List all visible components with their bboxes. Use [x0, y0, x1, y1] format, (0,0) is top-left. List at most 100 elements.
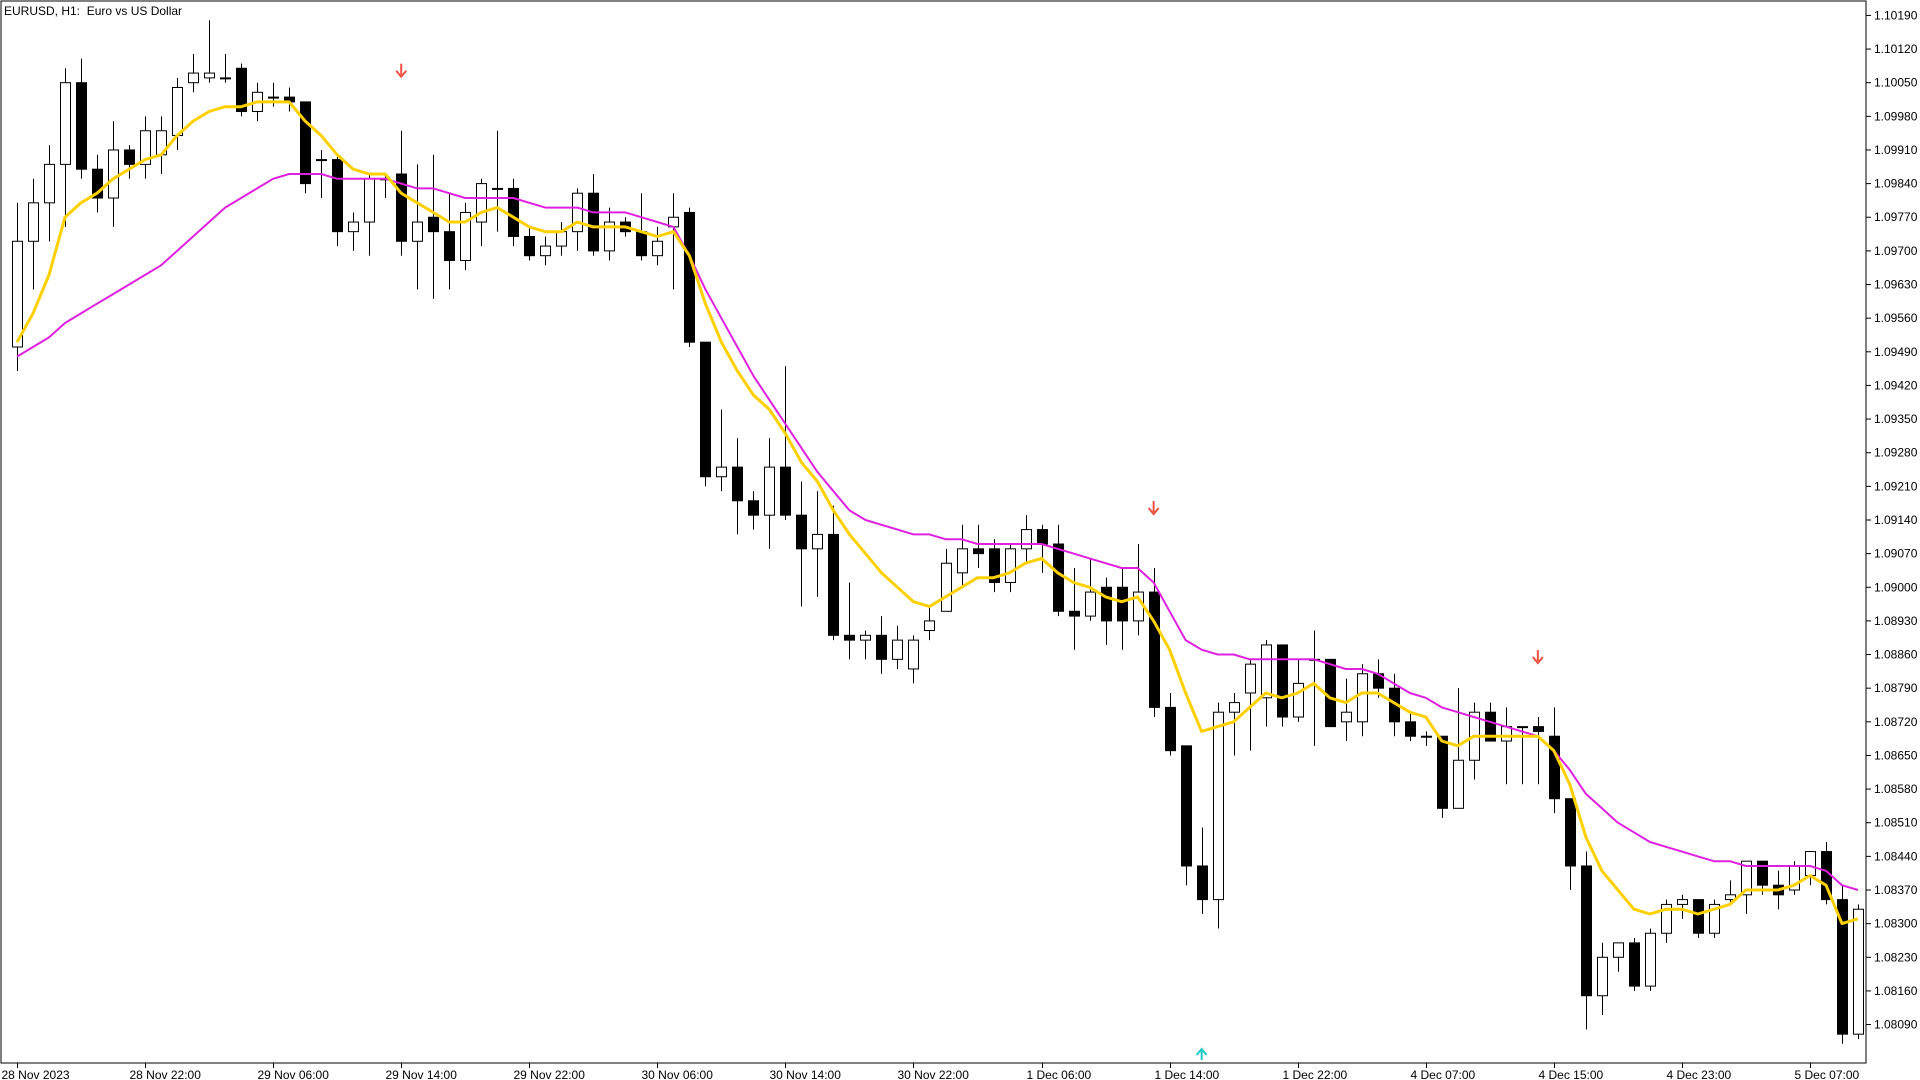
candle-body-bull [316, 159, 327, 162]
candle [748, 491, 759, 530]
time-tick-label: 1 Dec 14:00 [1155, 1068, 1220, 1080]
candle-body-bear [1069, 610, 1080, 617]
candle-body-bear [332, 159, 343, 233]
candle [1565, 798, 1576, 891]
candle-body-bull [812, 533, 823, 550]
candle-body-bear [444, 231, 455, 261]
candle [28, 178, 39, 290]
price-tick-label: 1.08720 [1874, 715, 1918, 729]
candle-body-bear [396, 173, 407, 242]
candle [204, 20, 215, 83]
candle [76, 58, 87, 179]
candle-body-bull [1661, 903, 1672, 934]
price-tick-label: 1.08580 [1874, 782, 1918, 796]
candle-body-bear [748, 500, 759, 516]
price-tick-label: 1.08230 [1874, 950, 1918, 964]
candle [412, 164, 423, 290]
price-tick-label: 1.09560 [1874, 311, 1918, 325]
candle [60, 68, 71, 227]
candle-body-bear [1149, 591, 1160, 708]
symbol-label: EURUSD, H1: [4, 4, 81, 18]
price-tick-label: 1.08510 [1874, 816, 1918, 830]
candle-body-bear [1437, 735, 1448, 809]
candle [892, 625, 903, 669]
candle-body-bear [428, 216, 439, 233]
price-tick-label: 1.09770 [1874, 210, 1918, 224]
candle-body-bull [764, 466, 775, 516]
candle [572, 188, 583, 251]
candle-body-bear [1565, 798, 1576, 867]
candle [908, 635, 919, 684]
candle-body-bull [1805, 851, 1816, 877]
candle-body-bull [460, 211, 471, 261]
candle-body-bull [1021, 529, 1032, 550]
price-tick-label: 1.09070 [1874, 547, 1918, 561]
candle-body-bear [1485, 711, 1496, 742]
candle [796, 481, 807, 607]
price-tick-label: 1.09630 [1874, 278, 1918, 292]
candle-body-bear [876, 634, 887, 660]
candle-body-bull [1709, 903, 1720, 934]
candle-body-bear [524, 235, 535, 257]
candle [1293, 659, 1304, 722]
candle-body-bear [1549, 735, 1560, 800]
buy-signal-arrow-icon [1195, 1047, 1208, 1060]
candle-body-bull [1421, 735, 1432, 738]
candle [844, 582, 855, 660]
candle [1213, 702, 1224, 929]
candle [124, 145, 135, 179]
candle-body-bull [60, 82, 71, 165]
candle-body-bear [989, 548, 1000, 583]
candle [1117, 568, 1128, 650]
candle [1197, 827, 1208, 915]
candle [492, 130, 503, 232]
candle-body-bear [1757, 860, 1768, 886]
candle-body-bull [908, 639, 919, 670]
price-tick-label: 1.09000 [1874, 580, 1918, 594]
candle [828, 505, 839, 641]
candle [812, 491, 823, 597]
candle-body-bull [204, 72, 215, 79]
candle [508, 178, 519, 247]
candle [1437, 735, 1448, 818]
candle [860, 630, 871, 660]
price-tick-label: 1.08370 [1874, 883, 1918, 897]
price-tick-label: 1.10050 [1874, 76, 1918, 90]
price-axis[interactable]: 1.10190 1.10120 1.10050 1.09980 1.09910 1.098… [1866, 8, 1918, 1032]
time-tick-label: 30 Nov 06:00 [642, 1068, 714, 1080]
time-tick-label: 5 Dec 07:00 [1795, 1068, 1860, 1080]
candle-body-bull [492, 187, 503, 190]
time-tick-label: 4 Dec 15:00 [1539, 1068, 1604, 1080]
time-tick-label: 1 Dec 06:00 [1027, 1068, 1092, 1080]
price-tick-label: 1.08930 [1874, 614, 1918, 628]
price-tick-label: 1.09910 [1874, 143, 1918, 157]
candle-body-bear [1629, 942, 1640, 987]
price-tick-label: 1.09840 [1874, 177, 1918, 191]
time-axis[interactable]: 28 Nov 2023 28 Nov 22:00 29 Nov 06:00 29 No… [2, 1063, 1860, 1080]
time-tick-label: 4 Dec 23:00 [1667, 1068, 1732, 1080]
signals-layer [395, 63, 1544, 1060]
price-tick-label: 1.09420 [1874, 378, 1918, 392]
time-tick-label: 29 Nov 14:00 [386, 1068, 458, 1080]
candle [1853, 904, 1864, 1039]
candle-body-bull [604, 221, 615, 252]
candle [332, 154, 343, 247]
candle-body-bear [1837, 899, 1848, 1035]
candle [1581, 851, 1592, 1030]
candle-body-bear [588, 192, 599, 252]
time-tick-label: 30 Nov 22:00 [898, 1068, 970, 1080]
candle-body-bull [892, 639, 903, 660]
candle-body-bull [924, 620, 935, 632]
candle [700, 341, 711, 487]
candle-body-bear [1101, 586, 1112, 622]
candle-body-bear [1165, 706, 1176, 752]
candle [1597, 942, 1608, 1015]
candle-body-bear [1533, 726, 1544, 732]
candle-body-bear [973, 548, 984, 555]
candle-body-bull [572, 192, 583, 233]
candle-body-bear [1053, 543, 1064, 612]
candle [1645, 928, 1656, 991]
time-tick-label: 29 Nov 06:00 [258, 1068, 330, 1080]
